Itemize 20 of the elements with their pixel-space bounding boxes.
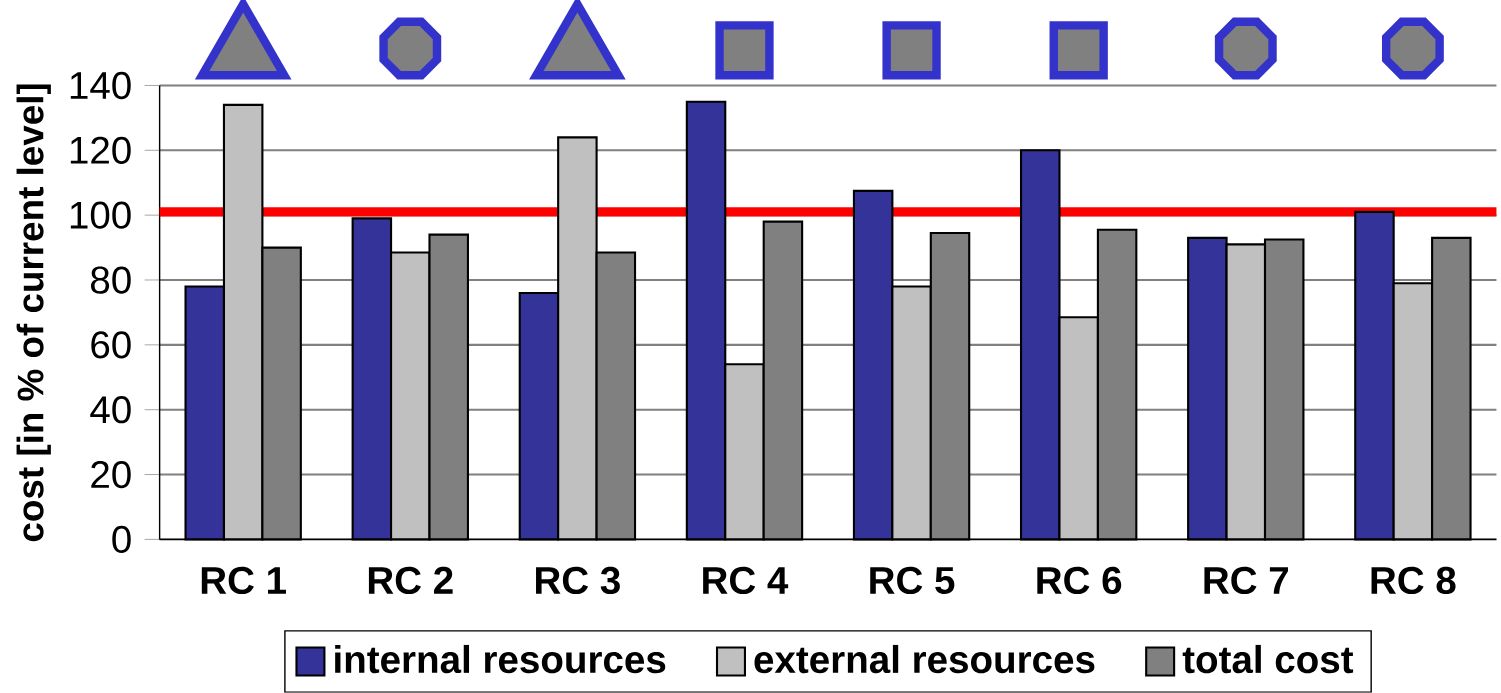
legend-label: total cost bbox=[1182, 644, 1354, 674]
x-tick-label: RC 3 bbox=[536, 566, 620, 595]
y-tick-label: 80 bbox=[91, 266, 131, 294]
y-tick-label: 140 bbox=[70, 71, 131, 100]
y-tick-label: 0 bbox=[112, 525, 131, 554]
x-tick-label: RC 1 bbox=[201, 566, 286, 595]
y-tick-label: 40 bbox=[90, 396, 131, 424]
x-tick-label: RC 7 bbox=[1204, 566, 1288, 595]
y-tick-label: 120 bbox=[70, 136, 131, 165]
x-tick-label: RC 8 bbox=[1371, 566, 1456, 595]
x-tick-label: RC 4 bbox=[703, 566, 789, 595]
y-axis-title: cost [in % of current level] bbox=[16, 84, 51, 542]
y-tick-label: 60 bbox=[91, 331, 131, 359]
legend-label: external resources bbox=[754, 644, 1095, 674]
y-tick-label: 100 bbox=[70, 201, 131, 229]
legend-label: internal resources bbox=[335, 644, 666, 674]
x-tick-label: RC 5 bbox=[870, 566, 955, 595]
x-tick-label: RC 6 bbox=[1037, 566, 1122, 595]
x-tick-label: RC 2 bbox=[368, 566, 453, 595]
y-tick-label: 20 bbox=[91, 461, 131, 489]
